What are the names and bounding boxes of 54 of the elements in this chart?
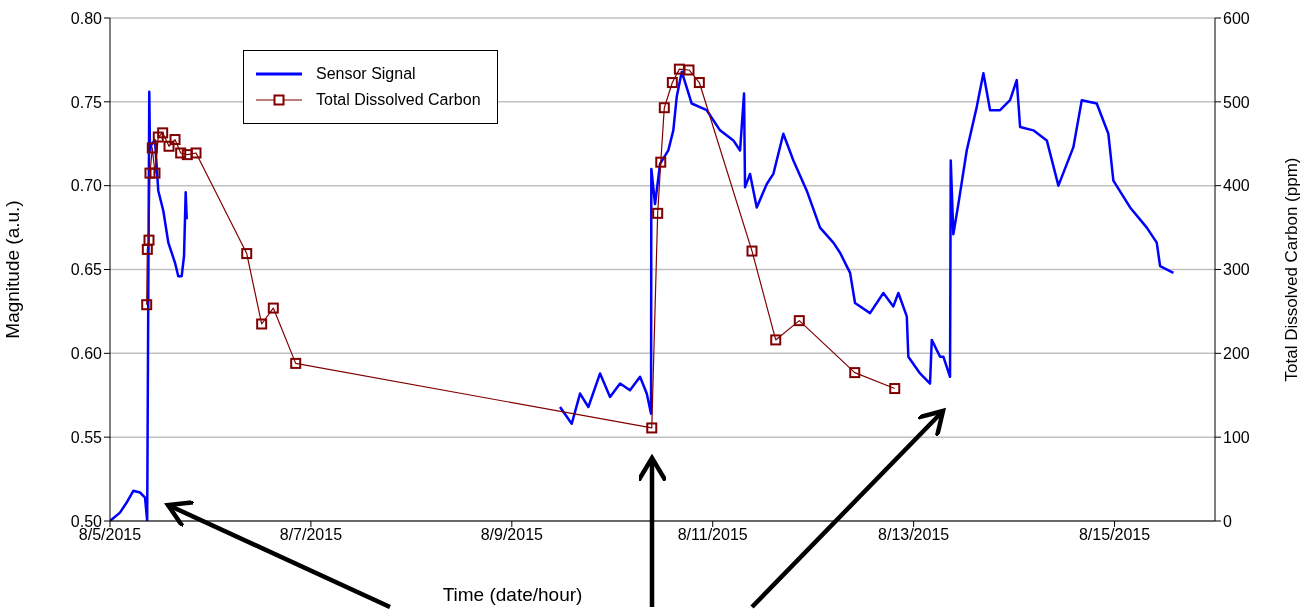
point — [290, 357, 302, 369]
point — [889, 383, 901, 395]
legend-label: Sensor Signal — [316, 65, 416, 83]
point — [849, 367, 861, 379]
point — [163, 140, 175, 152]
point — [793, 315, 805, 327]
point — [169, 134, 181, 146]
point — [241, 248, 253, 260]
point — [256, 318, 268, 330]
point — [652, 207, 664, 219]
y-tick-label: 0.65 — [70, 261, 103, 279]
point — [693, 77, 705, 89]
y-tick-label: 0.75 — [70, 93, 103, 111]
x-tick-label: 8/7/2015 — [279, 526, 343, 544]
point — [144, 167, 156, 179]
y2-tick-label: 300 — [1223, 261, 1250, 279]
y-tick-label: 0.55 — [70, 428, 103, 446]
y-tick-label: 0.70 — [70, 177, 103, 195]
point — [143, 234, 155, 246]
y2-tick-label: 100 — [1223, 428, 1250, 446]
point — [658, 102, 670, 114]
point — [157, 127, 169, 139]
x-tick-label: 8/11/2015 — [677, 526, 748, 544]
y2-tick-label: 600 — [1223, 9, 1250, 27]
y2-tick-label: 400 — [1223, 177, 1250, 195]
point — [141, 243, 153, 255]
y-axis-title: Magnitude (a.u.) — [1, 200, 23, 339]
x-tick-label: 8/13/2015 — [878, 526, 950, 544]
point — [146, 142, 158, 154]
point — [646, 422, 658, 434]
x-tick-label: 8/15/2015 — [1078, 526, 1151, 544]
y2-tick-label: 500 — [1223, 93, 1250, 111]
y2-axis-title: Total Dissolved Carbon (ppm) — [1282, 157, 1302, 382]
point — [666, 77, 678, 89]
y2-tick-label: 200 — [1223, 345, 1250, 363]
point — [190, 147, 202, 159]
point — [141, 299, 153, 311]
point — [655, 156, 667, 168]
x-tick-label: 8/5/2015 — [78, 526, 142, 544]
point — [673, 63, 685, 75]
point — [149, 167, 161, 179]
legend-label: Total Dissolved Carbon — [316, 91, 481, 109]
point — [175, 147, 187, 159]
y2-tick-label: 0 — [1223, 512, 1232, 530]
y-tick-label: 0.60 — [70, 345, 103, 363]
point — [746, 245, 758, 257]
point — [770, 334, 782, 346]
x-tick-label: 8/9/2015 — [480, 526, 544, 544]
point — [683, 64, 695, 76]
point — [152, 131, 164, 143]
x-axis-title: Time (date/hour) — [442, 584, 583, 605]
y-tick-label: 0.80 — [70, 9, 103, 27]
point — [267, 302, 279, 314]
point — [181, 149, 193, 161]
